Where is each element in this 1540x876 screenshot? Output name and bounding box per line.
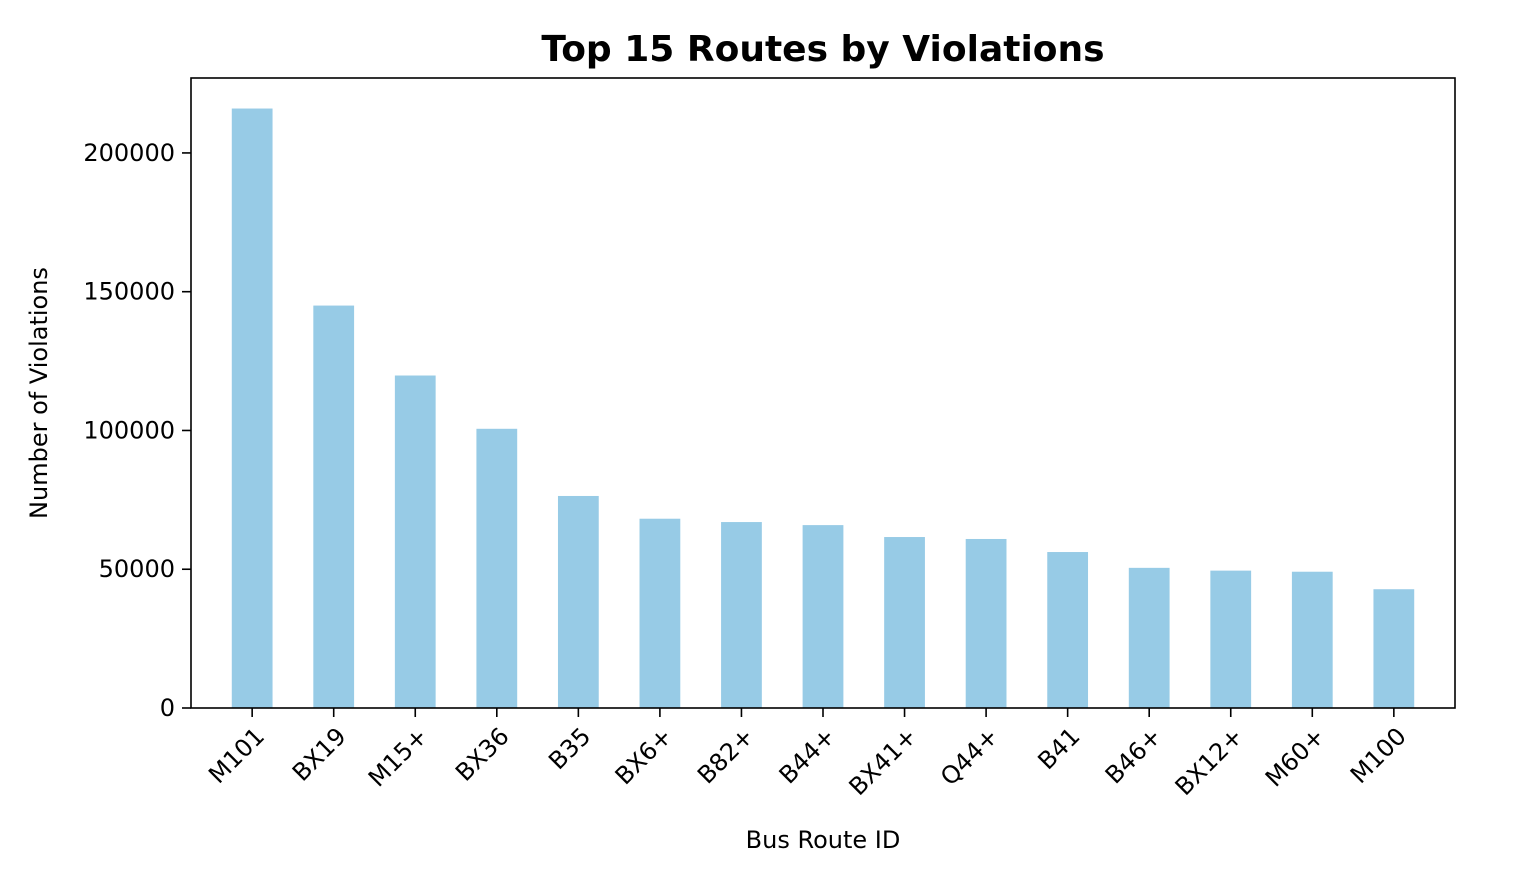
bar-m60-plus bbox=[1291, 571, 1333, 708]
x-tick-label: M101 bbox=[203, 722, 270, 789]
x-tick-label: BX6+ bbox=[610, 722, 678, 790]
y-axis-label: Number of Violations bbox=[25, 267, 53, 519]
chart-title: Top 15 Routes by Violations bbox=[541, 29, 1104, 70]
x-tick-label: BX36 bbox=[450, 722, 515, 787]
y-tick-label: 100000 bbox=[83, 416, 175, 444]
x-tick-label: B46+ bbox=[1100, 722, 1167, 789]
y-tick-label: 0 bbox=[160, 694, 175, 722]
bar-b41 bbox=[1047, 552, 1089, 708]
bar-bx41-plus bbox=[884, 537, 925, 708]
bar-bx6-plus bbox=[639, 518, 681, 708]
y-tick-label: 50000 bbox=[99, 555, 175, 583]
x-tick-label: B44+ bbox=[774, 722, 841, 789]
bar-bx19 bbox=[313, 305, 355, 708]
x-tick-label: Q44+ bbox=[935, 722, 1004, 791]
bar-bx12-plus bbox=[1210, 570, 1252, 708]
bar-m101 bbox=[231, 108, 273, 709]
bar-bx36 bbox=[476, 428, 518, 708]
x-tick-label: M60+ bbox=[1260, 722, 1330, 792]
x-tick-label: M15+ bbox=[363, 722, 433, 792]
x-tick-label: BX19 bbox=[287, 722, 352, 787]
bar-q44-plus bbox=[965, 538, 1007, 708]
bar-b35 bbox=[557, 495, 599, 708]
bars-group bbox=[231, 108, 1415, 709]
bar-m15-plus bbox=[394, 375, 436, 708]
y-axis: 0 50000 100000 150000 200000 bbox=[83, 139, 191, 722]
x-tick-label: M100 bbox=[1345, 722, 1412, 789]
x-tick-label: BX41+ bbox=[844, 722, 923, 801]
x-axis: M101 BX19 M15+ BX36 B35 BX6+ B82+ B44+ BX41+ Q44+… bbox=[203, 708, 1412, 801]
bar-m100 bbox=[1373, 589, 1415, 708]
x-tick-label: BX12+ bbox=[1170, 722, 1249, 801]
y-tick-label: 200000 bbox=[83, 139, 175, 167]
x-tick-label: B41 bbox=[1033, 722, 1086, 775]
bar-b44-plus bbox=[802, 525, 844, 708]
x-tick-label: B82+ bbox=[692, 722, 759, 789]
bar-b82-plus bbox=[721, 522, 762, 708]
x-axis-label: Bus Route ID bbox=[746, 826, 901, 854]
y-tick-label: 150000 bbox=[83, 278, 175, 306]
x-tick-label: B35 bbox=[543, 722, 596, 775]
bar-b46-plus bbox=[1128, 567, 1170, 708]
